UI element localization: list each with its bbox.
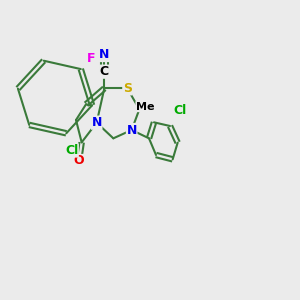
Text: Cl: Cl (65, 144, 78, 157)
Text: F: F (87, 52, 95, 64)
Text: C: C (100, 65, 109, 78)
Text: Cl: Cl (173, 104, 186, 117)
Text: N: N (99, 49, 110, 62)
Text: N: N (127, 124, 137, 136)
Text: S: S (123, 82, 132, 95)
Text: N: N (92, 116, 102, 129)
Text: Me: Me (136, 102, 154, 112)
Text: O: O (74, 154, 84, 167)
